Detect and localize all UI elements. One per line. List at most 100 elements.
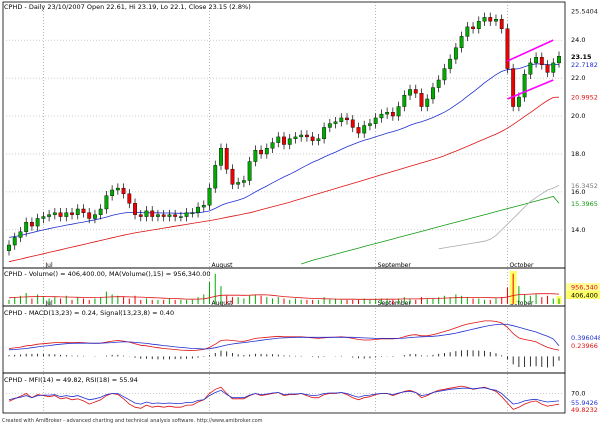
month-label-volume: August (212, 300, 234, 307)
candle-body (282, 136, 286, 145)
candle-body (453, 47, 458, 60)
candle-body (516, 96, 521, 107)
price-right-label: 16.3452 (571, 182, 598, 190)
price-right-label: 25.5404 (571, 7, 598, 15)
candle-body (402, 94, 407, 107)
candle-body (287, 138, 292, 145)
candle-body (465, 26, 470, 37)
volume-ma-line (8, 293, 560, 300)
price-right-label-bg (566, 60, 600, 69)
candle-body (47, 214, 52, 217)
month-label: September (378, 262, 412, 269)
candle-body (18, 231, 23, 238)
candle-body (52, 212, 57, 215)
candle-body (75, 208, 80, 215)
candle-body (293, 136, 298, 139)
price-right-label: 20.9952 (571, 94, 598, 102)
price-tick-label: 20.0 (571, 112, 585, 120)
candle-body (110, 189, 115, 196)
price-right-label-bg (566, 199, 600, 208)
price-tick-label: 24.0 (571, 36, 585, 44)
candle-body (24, 222, 29, 232)
candle-body (505, 28, 510, 69)
price-tick-label: 14.0 (571, 226, 585, 234)
candle-body (339, 117, 344, 122)
candle-body (304, 134, 309, 138)
candle-body (138, 214, 143, 217)
candle-body (431, 87, 435, 100)
month-label: October (509, 262, 534, 269)
candle-body (459, 36, 464, 48)
volume-right-label: 406,400 (571, 292, 598, 300)
candle-body (396, 106, 401, 117)
candle-body (70, 212, 74, 215)
candle-body (345, 117, 349, 121)
candle-body (201, 204, 206, 208)
candle-body (173, 214, 178, 217)
month-label: Jul (44, 262, 53, 269)
candle-body (98, 208, 103, 215)
candle-body (29, 222, 34, 227)
candle-body (236, 182, 241, 185)
candle-body (442, 68, 447, 81)
price-right-label-bg (566, 6, 600, 15)
candle-body (219, 148, 223, 166)
volume-right-label-bg (566, 283, 600, 291)
rsi-tick-label: 70.0 (571, 390, 585, 398)
candle-body (156, 214, 160, 217)
candle-body (551, 62, 556, 73)
panel-frame-3 (2, 372, 566, 414)
candle-body (41, 216, 46, 219)
candle-body (167, 214, 172, 217)
candle-body (408, 89, 412, 96)
candle-body (133, 203, 137, 215)
month-label-volume: October (509, 300, 534, 307)
candle-body (539, 57, 544, 66)
candle-body (499, 19, 504, 29)
candle-body (413, 89, 418, 94)
candle-body (264, 148, 269, 155)
month-label-volume: September (378, 300, 412, 307)
candle-body (511, 68, 516, 107)
candle-body (12, 237, 17, 246)
candle-body (81, 208, 86, 213)
candle-body (385, 112, 390, 115)
candle-body (178, 216, 183, 218)
candle-body (368, 123, 372, 126)
price-ma-line-3 (438, 184, 560, 250)
candle-body (87, 212, 92, 219)
candle-body (534, 57, 539, 64)
mfi-rsi-panel-title: CPHD - MFI(14) = 49.82, RSI(18) = 55.94 (4, 376, 138, 384)
price-right-label-bg (566, 181, 600, 190)
month-label: August (212, 262, 234, 269)
candle-body (224, 148, 229, 170)
mfi-rsi-right-label: 49.8232 (571, 406, 598, 414)
candle-body (276, 136, 281, 143)
candle-body (448, 58, 453, 69)
candle-body (373, 117, 378, 124)
candle-body (488, 17, 493, 22)
candle-body (196, 206, 200, 213)
candle-body (7, 244, 11, 251)
macd-right-label: 0.23966 (571, 342, 598, 350)
candle-body (494, 19, 498, 22)
volume-right-label: 956,340 (571, 284, 598, 292)
candle-body (356, 127, 361, 134)
candle-body (310, 136, 315, 141)
candle-body (247, 161, 252, 181)
candle-body (121, 187, 126, 195)
price-right-label-bg (566, 93, 600, 102)
price-right-label: 22.7182 (571, 61, 598, 69)
mfi-rsi-line-0 (8, 385, 560, 410)
candle-body (115, 187, 120, 191)
candle-body (64, 212, 69, 217)
candle-body (350, 119, 355, 128)
candle-body (259, 149, 264, 155)
price-ma-line-1 (8, 96, 560, 263)
candle-body (299, 134, 304, 138)
candle-body (58, 212, 63, 217)
mfi-rsi-right-label: 55.9426 (571, 399, 598, 407)
candle-body (545, 64, 550, 73)
candle-body (379, 113, 384, 119)
